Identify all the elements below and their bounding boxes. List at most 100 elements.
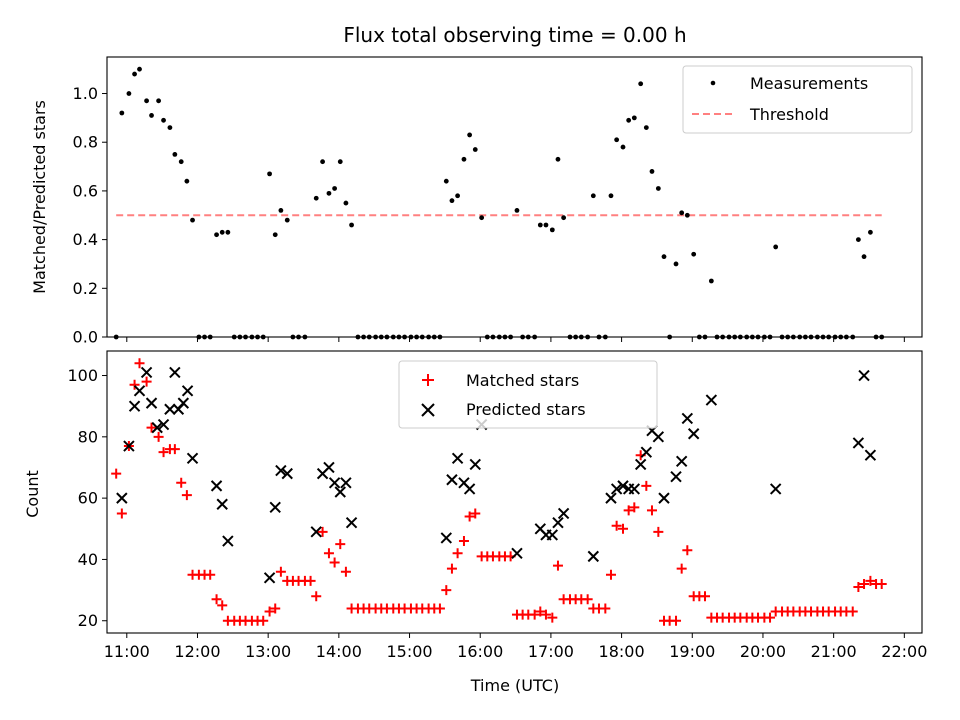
matched-stars-point bbox=[765, 612, 776, 623]
measurement-point bbox=[679, 210, 685, 216]
bottom-plot-frame bbox=[106, 350, 923, 634]
top-y-tick-label: 0.8 bbox=[73, 133, 98, 152]
measurement-point bbox=[313, 195, 319, 201]
predicted-stars-point bbox=[123, 440, 135, 452]
predicted-stars-point bbox=[557, 507, 570, 520]
predicted-stars-point bbox=[281, 467, 293, 480]
matched-stars-point bbox=[865, 575, 876, 586]
matched-stars-point bbox=[205, 569, 216, 580]
measurement-point bbox=[278, 207, 284, 213]
measurement-point bbox=[626, 117, 632, 123]
matched-stars-point bbox=[452, 548, 463, 559]
x-tick-label: 19:00 bbox=[669, 642, 715, 661]
matched-stars-point bbox=[217, 600, 228, 611]
matched-stars-point bbox=[600, 603, 611, 614]
predicted-stars-point bbox=[328, 477, 341, 489]
predicted-stars-point bbox=[145, 397, 158, 409]
top-legend-box bbox=[682, 65, 913, 134]
predicted-stars-point bbox=[469, 458, 481, 471]
predicted-stars-point bbox=[222, 535, 234, 547]
matched-stars-point bbox=[158, 447, 169, 458]
predicted-stars-point bbox=[858, 369, 870, 382]
matched-stars-point bbox=[275, 566, 286, 577]
matched-stars-point bbox=[629, 502, 640, 513]
measurement-point bbox=[337, 159, 343, 165]
matched-stars-point bbox=[623, 505, 634, 516]
matched-stars-point bbox=[847, 606, 858, 617]
matched-stars-point bbox=[547, 612, 558, 623]
predicted-stars-point bbox=[151, 421, 163, 434]
measurement-point bbox=[555, 156, 561, 162]
measurement-point bbox=[225, 229, 231, 235]
top-panel: Matched/Predicted stars 0.0 0.2 0.4 0.6 0.8 1… bbox=[30, 56, 923, 347]
measurement-point bbox=[267, 171, 272, 177]
matched-stars-point bbox=[134, 358, 145, 369]
predicted-stars-point bbox=[323, 461, 335, 474]
legend-measurements-label: Measurements bbox=[750, 74, 868, 93]
legend-matched-label: Matched stars bbox=[466, 371, 579, 390]
top-y-tick-label: 0.2 bbox=[73, 279, 98, 298]
predicted-stars-point bbox=[451, 452, 464, 464]
measurement-point bbox=[620, 144, 626, 150]
predicted-stars-point bbox=[181, 385, 194, 397]
matched-stars-point bbox=[671, 615, 682, 626]
measurement-point bbox=[543, 222, 549, 228]
measurement-point bbox=[661, 254, 667, 260]
measurement-point bbox=[773, 244, 779, 250]
x-tick-label: 14:00 bbox=[316, 642, 362, 661]
measurement-point bbox=[184, 178, 190, 184]
predicted-stars-point bbox=[628, 483, 641, 495]
measurement-point bbox=[655, 186, 661, 191]
matched-stars-point bbox=[540, 609, 551, 620]
matched-stars-point bbox=[859, 578, 870, 589]
matched-stars-point bbox=[646, 505, 657, 516]
predicted-stars-point bbox=[345, 516, 358, 529]
measurement-point bbox=[172, 151, 178, 157]
predicted-stars-point bbox=[652, 431, 665, 443]
measurement-point bbox=[320, 159, 325, 165]
predicted-stars-point bbox=[140, 366, 153, 379]
measurement-point bbox=[326, 190, 332, 196]
predicted-stars-point bbox=[340, 477, 352, 489]
predicted-stars-point bbox=[769, 483, 782, 495]
legend-measurements-marker bbox=[710, 80, 716, 86]
measurement-point bbox=[149, 113, 154, 118]
top-y-tick-label: 0.6 bbox=[73, 181, 98, 200]
predicted-stars-point bbox=[177, 397, 190, 409]
measurement-point bbox=[608, 193, 614, 199]
x-tick-label: 22:00 bbox=[881, 642, 927, 661]
matched-stars-point bbox=[876, 578, 887, 589]
x-tick-label: 12:00 bbox=[174, 642, 220, 661]
measurement-point bbox=[272, 232, 278, 238]
x-tick-label: 16:00 bbox=[457, 642, 503, 661]
predicted-stars-point bbox=[658, 492, 670, 504]
predicted-stars-point bbox=[852, 437, 865, 449]
predicted-stars-point bbox=[116, 492, 128, 504]
top-plot-frame bbox=[106, 56, 923, 338]
predicted-stars-point bbox=[216, 498, 228, 510]
matched-stars-point bbox=[311, 591, 322, 602]
predicted-stars-point bbox=[334, 486, 346, 498]
predicted-stars-point bbox=[463, 483, 476, 495]
matched-stars-point bbox=[335, 539, 346, 550]
measurement-point bbox=[343, 200, 349, 206]
measurement-point bbox=[479, 215, 485, 221]
matched-stars-point bbox=[529, 609, 540, 620]
predicted-stars-point bbox=[275, 464, 287, 477]
x-tick-label: 15:00 bbox=[386, 642, 432, 661]
matched-stars-point bbox=[305, 575, 316, 586]
measurement-point bbox=[684, 212, 690, 218]
bottom-y-ticks: 20 40 60 80 100 bbox=[67, 366, 107, 630]
measurement-point bbox=[284, 217, 290, 223]
measurement-point bbox=[561, 215, 567, 221]
predicted-stars-point bbox=[640, 446, 653, 458]
predicted-stars-point bbox=[263, 572, 276, 584]
matched-stars-point bbox=[853, 582, 864, 593]
legend-predicted-label: Predicted stars bbox=[466, 400, 586, 419]
top-y-tick-label: 1.0 bbox=[73, 84, 98, 103]
measurement-point bbox=[708, 278, 714, 284]
predicted-stars-point bbox=[164, 403, 176, 415]
measurement-point bbox=[156, 98, 162, 104]
predicted-stars-point bbox=[133, 385, 146, 397]
